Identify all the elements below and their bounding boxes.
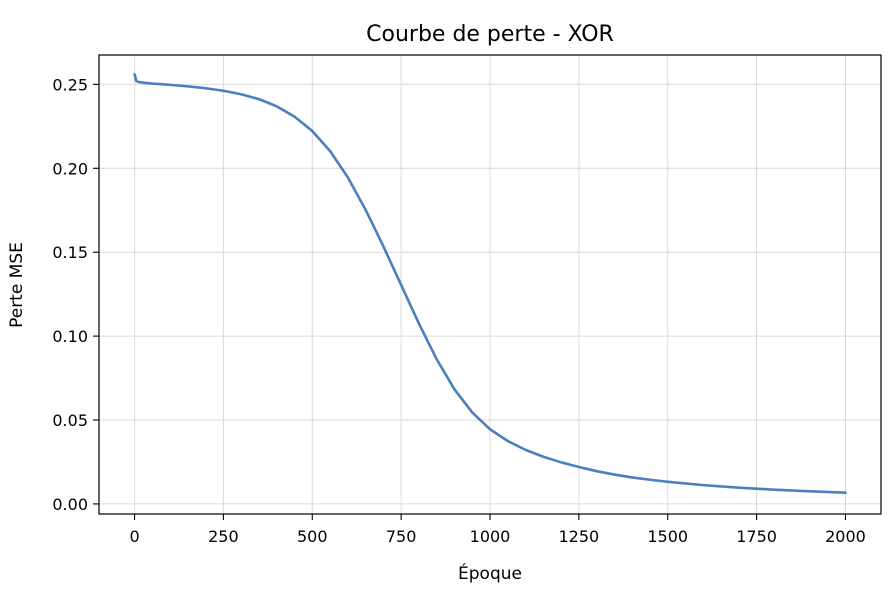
x-tick-label: 2000 [825,527,866,546]
y-axis: 0.00 0.05 0.10 0.15 0.20 0.25 [52,75,99,514]
y-tick-label: 0.10 [52,327,88,346]
grid [99,55,881,514]
y-tick-label: 0.00 [52,495,88,514]
y-axis-label: Perte MSE [7,242,27,328]
x-tick-label: 1000 [470,527,511,546]
y-tick-label: 0.15 [52,243,88,262]
x-tick-label: 250 [208,527,239,546]
x-tick-label: 0 [129,527,139,546]
series-layer [133,73,847,494]
y-tick-label: 0.05 [52,411,88,430]
chart-title: Courbe de perte - XOR [366,22,614,47]
x-tick-label: 750 [386,527,417,546]
x-tick-label: 500 [297,527,328,546]
x-tick-label: 1250 [559,527,600,546]
loss-series-line [133,73,847,494]
y-tick-label: 0.25 [52,75,88,94]
x-axis-label: Époque [458,562,522,584]
x-tick-label: 1500 [647,527,688,546]
x-tick-label: 1750 [736,527,777,546]
x-axis: 0 250 500 750 1000 1250 1500 1750 2000 [129,514,866,546]
y-tick-label: 0.20 [52,159,88,178]
